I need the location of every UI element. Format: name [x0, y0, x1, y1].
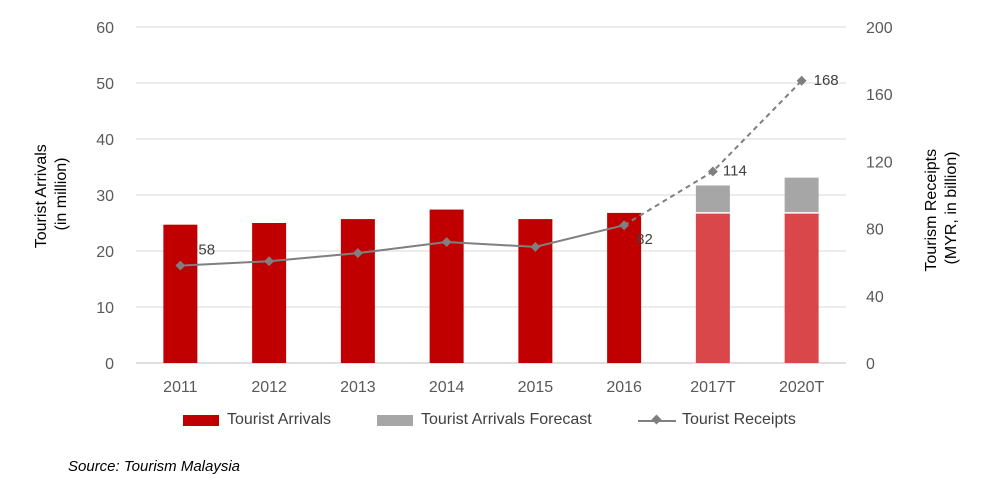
- legend-label-arrivals: Tourist Arrivals: [227, 411, 332, 428]
- y-tick-label: 50: [96, 76, 114, 93]
- y2-tick-label: 0: [866, 356, 875, 373]
- receipts-line-actual: [180, 224, 625, 267]
- y2-tick-label: 200: [866, 20, 893, 37]
- bar: [784, 177, 819, 213]
- receipts-data-label: 168: [814, 72, 839, 89]
- bar: [784, 212, 819, 363]
- x-tick-label: 2012: [251, 379, 287, 396]
- receipts-point: [175, 260, 186, 271]
- receipts-point: [264, 256, 275, 267]
- x-tick-label: 2014: [429, 379, 465, 396]
- bar: [429, 209, 464, 363]
- bar: [340, 219, 375, 363]
- receipts-data-label: 58: [198, 242, 215, 259]
- legend-label-forecast: Tourist Arrivals Forecast: [421, 411, 592, 428]
- y2-tick-label: 120: [866, 154, 893, 171]
- legend-label-receipts: Tourist Receipts: [682, 411, 796, 428]
- y-tick-label: 60: [96, 20, 114, 37]
- bar: [518, 219, 553, 363]
- y2-axis-title: Tourism Receipts (MYR, in billion): [923, 144, 960, 271]
- bar: [695, 185, 730, 213]
- y-axis-title: Tourist Arrivals (in million): [33, 140, 70, 248]
- y-tick-label: 30: [96, 188, 114, 205]
- bar: [163, 224, 198, 363]
- x-tick-label: 2017T: [690, 379, 736, 396]
- receipts-data-label: 82: [636, 231, 653, 248]
- legend-item-arrivals: Tourist Arrivals: [183, 411, 331, 429]
- x-tick-label: 2013: [340, 379, 376, 396]
- legend-swatch-forecast: [377, 414, 413, 426]
- tick-labels: 0 10 20 30 40 50 60 0 40 80 120 160 200 2011 2012 2013 2…: [96, 20, 893, 396]
- receipts-point: [707, 166, 718, 177]
- source-note: Source: Tourism Malaysia: [68, 458, 241, 475]
- receipts-point: [530, 241, 541, 252]
- receipts-data-label: 114: [723, 162, 747, 179]
- y-tick-label: 20: [96, 244, 114, 261]
- legend-item-receipts: Tourist Receipts: [638, 411, 796, 429]
- x-tick-label: 2011: [163, 379, 198, 396]
- x-tick-label: 2016: [606, 379, 642, 396]
- receipts-point: [441, 237, 452, 247]
- y-tick-label: 0: [105, 356, 114, 373]
- legend-item-forecast: Tourist Arrivals Forecast: [377, 411, 592, 429]
- gridlines: [136, 26, 846, 364]
- bar: [252, 223, 287, 363]
- receipts-point: [796, 75, 807, 86]
- y2-tick-label: 160: [866, 87, 893, 104]
- combo-chart: 58 82 114 168 0 10 20 30 40 50 60 0 40 80 120 160 200 20…: [33, 20, 960, 396]
- y2-tick-label: 40: [866, 289, 884, 306]
- x-tick-label: 2020T: [779, 379, 825, 396]
- receipts-point: [619, 220, 630, 231]
- bar: [695, 212, 730, 363]
- y-tick-label: 10: [96, 300, 114, 317]
- y-tick-label: 40: [96, 132, 114, 149]
- bar-series: [163, 177, 819, 363]
- receipts-line-series: 58 82 114 168: [175, 72, 839, 271]
- legend-marker-receipts: [638, 415, 676, 426]
- x-tick-label: 2015: [518, 379, 554, 396]
- bar: [607, 212, 642, 363]
- legend: Tourist Arrivals Tourist Arrivals Foreca…: [0, 411, 982, 433]
- legend-swatch-arrivals: [183, 414, 219, 426]
- y2-tick-label: 80: [866, 222, 884, 239]
